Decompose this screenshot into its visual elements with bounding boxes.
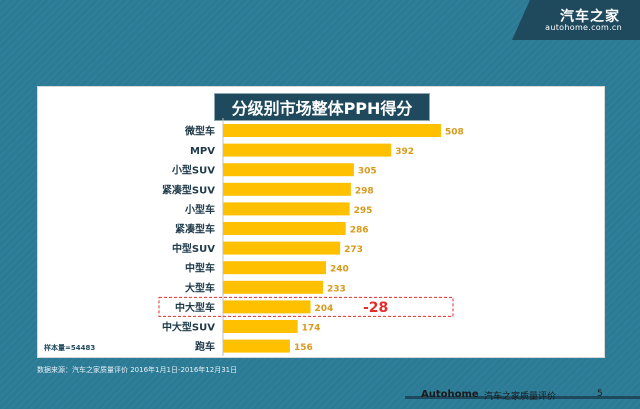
page-number: 5 [597,389,603,399]
category-label: 微型车 [184,125,215,138]
highlight-annotation: -28 [363,300,388,316]
bar [223,300,311,314]
bar [223,182,351,196]
footer-title: 汽车之家质量评价 [484,392,557,402]
value-label: 286 [350,226,369,236]
value-label: 305 [358,167,377,177]
value-label: 295 [354,206,373,216]
bar [223,222,346,235]
value-label: 240 [330,265,349,275]
sample-size-note: 样本量=54483 [44,344,96,352]
brand-url: autohome.com.cn [545,23,622,32]
value-label: 298 [355,186,374,196]
data-source-note: 数据来源：汽车之家质量评价 2016年1月1日-2016年12月31日 [37,366,238,374]
value-label: 174 [302,324,321,334]
bar [223,163,354,177]
category-label: 紧凑型SUV [162,183,215,196]
footer-brand: Autohome [421,389,479,400]
value-label: 508 [445,128,464,138]
footer-line [405,396,640,399]
bar [223,202,350,216]
bar [223,261,326,275]
category-label: 小型SUV [171,164,215,177]
chart-title: 分级别市场整体PPH得分 [214,93,430,121]
bar [223,241,341,255]
value-label: 233 [327,284,346,294]
brand-logo: 汽车之家 autohome.com.cn [512,0,640,40]
value-label: 392 [395,147,414,157]
value-label: 204 [315,304,334,314]
brand-name: 汽车之家 [560,9,620,25]
value-label: 273 [344,245,363,255]
category-label: MPV [190,146,215,157]
category-label: 中型车 [185,262,215,275]
category-label: 中大型车 [175,301,215,314]
bar [223,280,323,294]
bar [223,339,290,353]
category-label: 小型车 [184,203,215,216]
bar [223,124,441,137]
bar [223,320,298,333]
category-label: 中大型SUV [162,321,215,334]
value-label: 156 [294,343,313,353]
category-label: 紧凑型车 [175,223,215,236]
bar [223,143,392,157]
category-label: 跑车 [195,340,215,353]
highlight-box [158,296,454,317]
bar-chart: 微型车 508 MPV 392 小型SUV 305 紧凑型SUV 298 小型车 295 紧凑型车 2… [158,118,464,356]
category-label: 大型车 [185,281,215,294]
category-label: 中型SUV [172,242,215,255]
